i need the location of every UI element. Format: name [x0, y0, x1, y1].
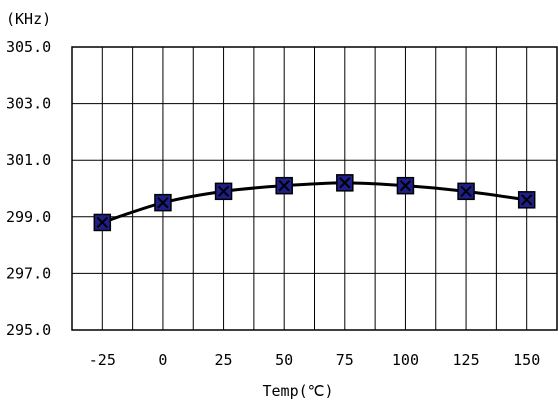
x-tick-labels: -25 0 25 50 75 100 125 150 — [89, 351, 540, 369]
y-tick-label: 297.0 — [6, 264, 51, 282]
x-tick-label: -25 — [89, 351, 116, 369]
plot-frame — [71, 46, 558, 331]
data-point-marker — [457, 182, 475, 201]
x-axis-title: Temp(℃) — [262, 382, 333, 400]
data-point-marker — [517, 191, 536, 209]
data-point-marker — [93, 213, 112, 232]
series-markers — [93, 174, 536, 232]
x-tick-label: 0 — [158, 351, 167, 369]
x-tick-label: 125 — [453, 351, 480, 369]
y-tick-label: 301.0 — [6, 151, 51, 169]
y-tick-label: 305.0 — [6, 38, 51, 56]
x-tick-label: 25 — [215, 351, 233, 369]
y-tick-labels: 305.0 303.0 301.0 299.0 297.0 295.0 — [6, 38, 51, 339]
x-tick-label: 50 — [275, 351, 293, 369]
y-axis-title: (KHz) — [6, 10, 51, 28]
data-point-marker — [275, 176, 293, 195]
y-tick-label: 299.0 — [6, 208, 51, 226]
x-tick-label: 75 — [336, 351, 354, 369]
data-point-marker — [396, 176, 415, 195]
y-tick-label: 295.0 — [6, 321, 51, 339]
x-tick-label: 100 — [392, 351, 419, 369]
grid — [72, 46, 557, 331]
data-point-marker — [336, 174, 354, 192]
data-point-marker — [154, 193, 172, 212]
y-tick-label: 303.0 — [6, 95, 51, 113]
data-point-marker — [214, 182, 233, 201]
x-tick-label: 150 — [513, 351, 540, 369]
